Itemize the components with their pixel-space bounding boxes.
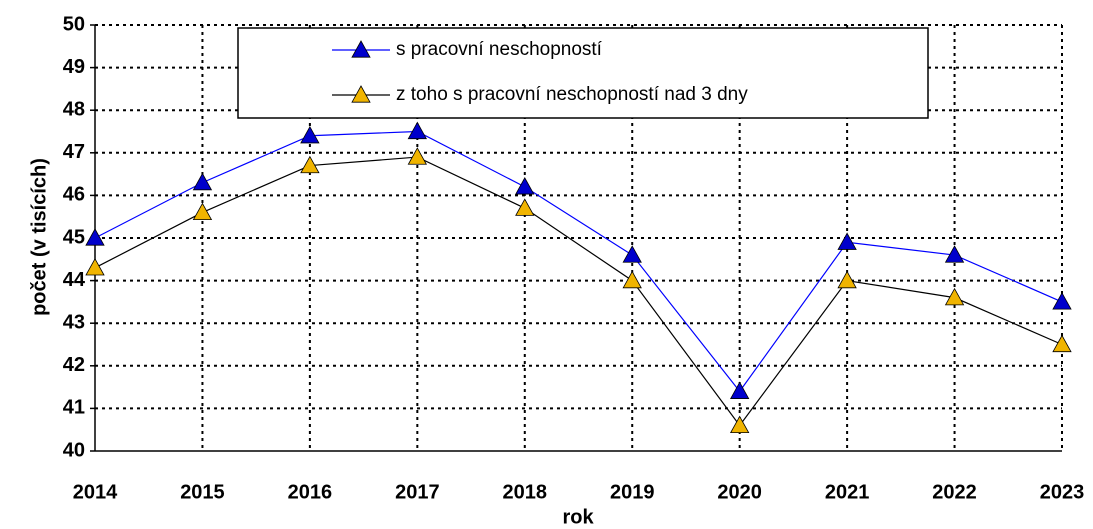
y-tick-label: 42 [63, 354, 85, 376]
x-tick-label: 2015 [180, 481, 225, 503]
marker [729, 415, 750, 434]
x-tick-label: 2022 [932, 481, 977, 503]
marker [407, 121, 428, 140]
x-tick-label: 2016 [288, 481, 333, 503]
y-tick-label: 47 [63, 141, 85, 163]
y-tick-label: 44 [63, 269, 86, 291]
marker [85, 228, 105, 246]
x-tick-label: 2017 [395, 481, 440, 503]
y-tick-label: 48 [63, 98, 85, 120]
y-tick-label: 49 [63, 56, 85, 78]
legend-label: z toho s pracovní neschopností nad 3 dny [396, 84, 748, 105]
marker [407, 147, 428, 165]
legend [237, 27, 929, 119]
marker [192, 202, 213, 221]
x-tick-label: 2018 [503, 481, 548, 503]
y-axis-label: počet (v tisících) [28, 158, 50, 316]
y-tick-label: 41 [63, 397, 85, 419]
marker [1052, 334, 1072, 353]
x-tick-label: 2020 [717, 481, 762, 503]
legend-marker [351, 40, 371, 58]
x-tick-label: 2023 [1040, 481, 1085, 503]
x-tick-label: 2019 [610, 481, 655, 503]
marker [515, 177, 535, 195]
y-tick-label: 50 [63, 13, 85, 35]
x-tick-label: 2014 [73, 481, 118, 503]
series-line [94, 156, 1063, 427]
marker [622, 245, 642, 263]
x-tick-label: 2021 [825, 481, 870, 503]
marker [1052, 292, 1072, 310]
y-tick-label: 46 [63, 184, 85, 206]
x-axis-label: rok [562, 506, 594, 528]
marker [837, 270, 857, 289]
marker [622, 270, 642, 289]
y-tick-label: 45 [63, 226, 85, 248]
marker [837, 232, 857, 250]
marker [944, 287, 965, 306]
y-tick-label: 40 [63, 439, 85, 461]
marker [515, 198, 535, 216]
legend-marker [351, 85, 371, 103]
legend-label: s pracovní neschopností [396, 39, 603, 60]
marker [300, 155, 320, 174]
marker [944, 245, 965, 263]
series-line [94, 130, 1063, 393]
marker [729, 381, 750, 399]
y-tick-label: 43 [63, 311, 85, 333]
marker [300, 125, 320, 144]
marker [85, 257, 105, 276]
marker [192, 172, 213, 191]
